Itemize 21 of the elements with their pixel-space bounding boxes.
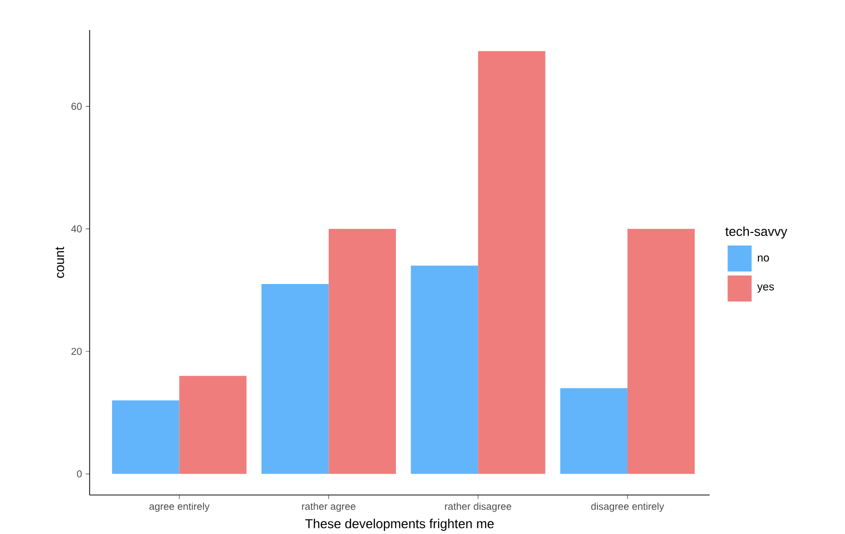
bar [560, 388, 628, 474]
legend-label: no [758, 255, 769, 262]
bar [261, 284, 329, 474]
y-tick-label: 20 [71, 348, 82, 355]
y-tick-label: 40 [71, 225, 82, 232]
x-tick-label: agree entirely [149, 502, 210, 512]
bar [179, 376, 247, 474]
bar [410, 266, 478, 474]
x-tick-label: disagree entirely [591, 502, 664, 512]
legend-title: tech-savvy [725, 226, 788, 239]
y-axis-title: count [56, 246, 64, 278]
legend-label: yes [757, 284, 774, 293]
y-tick-label: 60 [71, 102, 82, 110]
bar [328, 228, 396, 474]
x-axis-title: These developments frighten me [305, 518, 494, 531]
bar [112, 400, 180, 474]
x-tick-label: rather disagree [445, 502, 512, 512]
bar [627, 228, 695, 474]
x-tick-label: rather agree [302, 502, 356, 512]
bar [478, 51, 546, 474]
y-tick-label: 0 [76, 470, 82, 478]
